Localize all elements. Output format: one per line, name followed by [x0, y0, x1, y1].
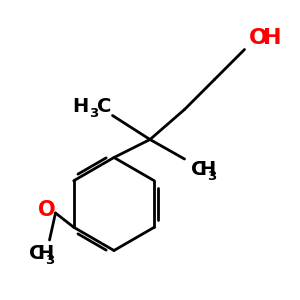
- Text: 3: 3: [45, 254, 54, 267]
- Text: O: O: [249, 28, 268, 47]
- Text: C: C: [28, 244, 43, 263]
- Text: H: H: [199, 160, 215, 179]
- Text: H: H: [37, 244, 53, 263]
- Text: H: H: [72, 97, 88, 116]
- Text: C: C: [97, 97, 111, 116]
- Text: H: H: [263, 28, 282, 47]
- Text: O: O: [38, 200, 55, 220]
- Text: 3: 3: [89, 106, 98, 120]
- Text: 3: 3: [207, 169, 216, 183]
- Text: C: C: [190, 160, 205, 179]
